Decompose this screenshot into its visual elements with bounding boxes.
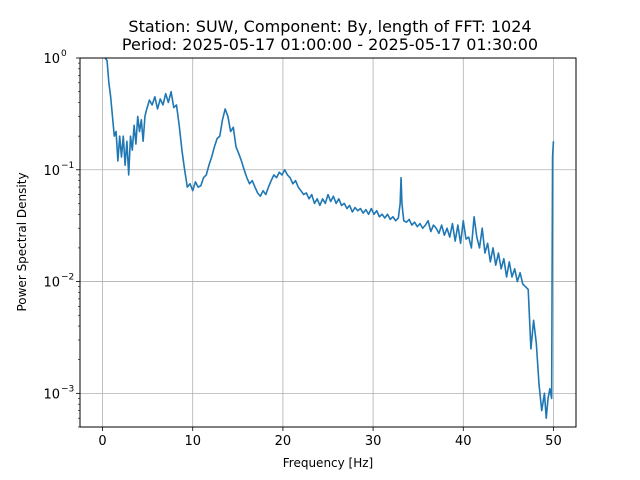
x-tick-label: 40 xyxy=(455,434,472,449)
y-tick-label: 10 xyxy=(43,164,60,179)
psd-line xyxy=(104,58,555,419)
x-tick-label: 50 xyxy=(545,434,562,449)
x-tick-label: 20 xyxy=(275,434,292,449)
chart-title-line-1: Station: SUW, Component: By, length of F… xyxy=(128,17,531,36)
series-layer xyxy=(104,58,555,419)
x-axis-label: Frequency [Hz] xyxy=(283,456,374,470)
y-tick-exponent: −3 xyxy=(61,384,74,394)
y-tick-label: 10 xyxy=(43,52,60,67)
x-tick-label: 0 xyxy=(98,434,106,449)
plot-frame xyxy=(79,57,577,428)
y-tick-label: 10 xyxy=(43,387,60,402)
x-tick-label: 30 xyxy=(365,434,382,449)
chart-title-line-2: Period: 2025-05-17 01:00:00 - 2025-05-17… xyxy=(122,35,538,54)
y-tick-exponent: −2 xyxy=(61,273,74,283)
y-tick-label: 10 xyxy=(43,276,60,291)
y-tick-exponent: 0 xyxy=(61,49,67,59)
x-tick-label: 10 xyxy=(184,434,201,449)
y-tick-exponent: −1 xyxy=(61,161,74,171)
y-axis-label: Power Spectral Density xyxy=(15,172,29,311)
plot-area xyxy=(80,58,576,427)
